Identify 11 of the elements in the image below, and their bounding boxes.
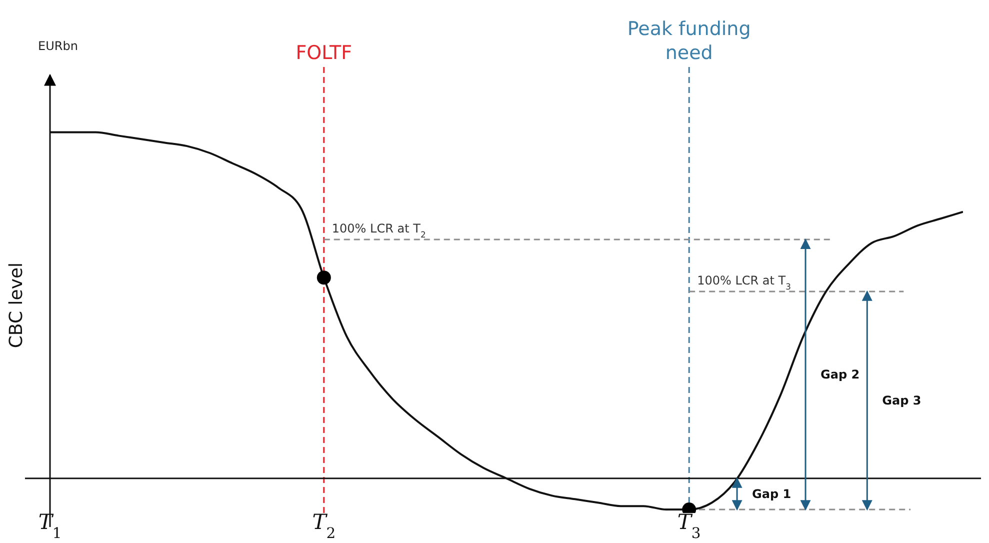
text: EURbn xyxy=(38,39,78,53)
annotation: Gap 1 xyxy=(752,486,792,501)
annotation: Gap 2 xyxy=(820,368,860,382)
annotation: Gap 3 xyxy=(882,394,922,408)
x-tick-label: T$_{3}$ xyxy=(677,510,701,542)
ref-line-label: 100% LCR at T$_{3}$ xyxy=(697,273,791,292)
ref-line-label: Peak funding need xyxy=(627,18,751,64)
ref-line-label: 100% LCR at T$_{2}$ xyxy=(332,222,426,240)
ref-line-label: FOLTF xyxy=(296,42,352,64)
y-axis-title: CBC level xyxy=(6,262,27,348)
x-tick-label: T$_{2}$ xyxy=(312,510,336,542)
